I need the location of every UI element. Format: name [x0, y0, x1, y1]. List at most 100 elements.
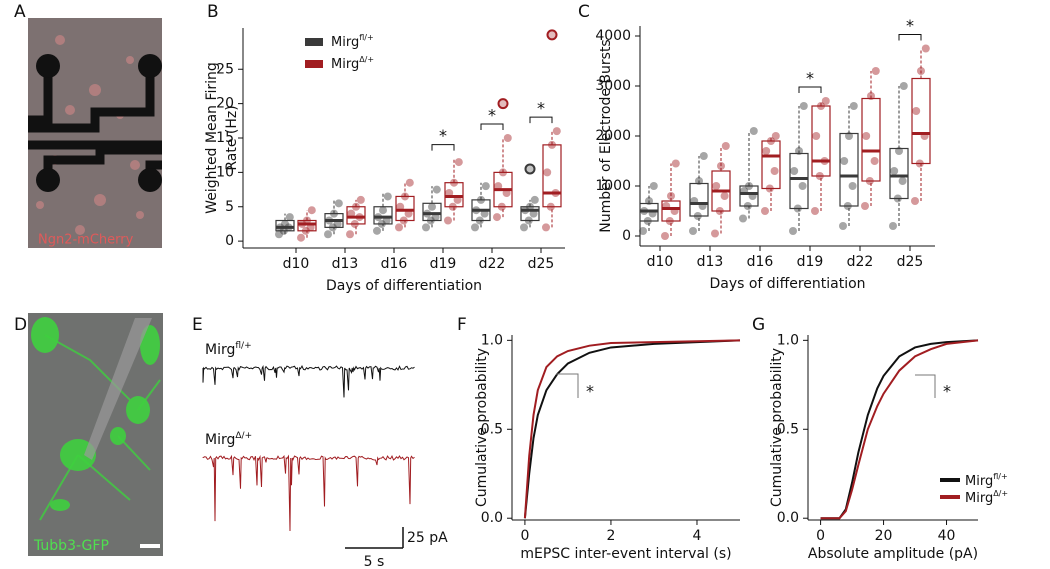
- data-point: [379, 206, 387, 215]
- box: [739, 185, 759, 207]
- cdf-line: [820, 339, 979, 520]
- panel-label: E: [192, 315, 203, 335]
- data-point: [812, 132, 821, 140]
- significance-star: *: [439, 126, 447, 145]
- label-superscript: fl/+: [993, 472, 1007, 481]
- x-axis-title: Days of differentiation: [326, 278, 482, 294]
- data-point: [520, 223, 528, 232]
- trace-label: Mirgfl/+: [205, 341, 252, 359]
- data-point: [334, 199, 343, 208]
- y-tick-label: 0.0: [777, 510, 799, 526]
- y-axis-title: Cumulative probability: [769, 348, 785, 507]
- significance-bracket: [431, 144, 455, 151]
- data-point: [921, 44, 930, 53]
- legend-label: Mirgfl/+: [331, 33, 374, 50]
- data-point: [911, 197, 919, 205]
- significance-star: *: [586, 382, 594, 401]
- outlier: [497, 98, 509, 110]
- x-tick-label: d25: [528, 256, 555, 272]
- data-point: [639, 227, 647, 235]
- significance-star: *: [943, 382, 951, 401]
- data-point: [712, 182, 721, 190]
- label-superscript: Δ/+: [359, 55, 374, 64]
- outlier: [546, 29, 558, 41]
- data-point: [307, 206, 316, 215]
- significance-bracket: [915, 374, 936, 398]
- y-axis-title: Cumulative probability: [474, 348, 490, 507]
- data-point: [667, 192, 675, 200]
- x-tick-label: d22: [479, 256, 506, 272]
- data-point: [871, 67, 880, 75]
- panel-label: B: [207, 2, 219, 22]
- box: [520, 206, 540, 222]
- data-point: [493, 213, 501, 222]
- panel-label: D: [14, 315, 27, 335]
- box: [373, 206, 393, 225]
- y-tick-label: 0.5: [481, 421, 503, 437]
- panel-label: C: [578, 2, 590, 22]
- y-axis-title: Number of Electrode Bursts: [598, 39, 614, 232]
- label-text: Mirg: [205, 342, 235, 358]
- significance-star: *: [906, 16, 914, 35]
- box: [911, 77, 931, 165]
- box: [811, 105, 831, 177]
- box: [889, 147, 909, 200]
- data-point: [285, 213, 294, 222]
- cdf-line: [523, 339, 741, 519]
- x-axis-title: mEPSC inter-event interval (s): [520, 546, 731, 562]
- data-point: [552, 127, 561, 136]
- data-point: [275, 230, 283, 239]
- x-tick-label: d19: [430, 256, 457, 272]
- data-point: [543, 168, 552, 177]
- label-text: Mirg: [965, 491, 993, 506]
- data-point: [917, 67, 925, 75]
- data-point: [530, 195, 539, 204]
- x-tick-label: 0: [520, 528, 529, 544]
- data-point: [771, 132, 780, 140]
- x-tick-label: d22: [847, 254, 874, 270]
- data-point: [811, 207, 819, 215]
- legend-label: MirgΔ/+: [965, 489, 1008, 506]
- x-tick-label: 20: [875, 528, 893, 544]
- box: [689, 182, 709, 217]
- data-point: [454, 158, 463, 167]
- legend-label: MirgΔ/+: [331, 55, 374, 72]
- scale-bar: [345, 527, 404, 549]
- data-point: [432, 185, 441, 194]
- label-text: Mirg: [331, 35, 359, 50]
- data-point: [889, 222, 897, 230]
- y-tick-label: 0: [225, 233, 234, 249]
- data-point: [912, 107, 921, 115]
- label-text: Mirg: [965, 474, 993, 489]
- y-tick-label: 1.0: [481, 332, 503, 348]
- scale-label: 5 s: [364, 554, 385, 569]
- x-tick-label: d16: [747, 254, 774, 270]
- significance-star: *: [488, 106, 496, 125]
- trace-label: MirgΔ/+: [205, 431, 252, 449]
- data-point: [395, 223, 403, 232]
- x-tick-label: d10: [647, 254, 674, 270]
- data-point: [711, 229, 719, 238]
- data-point: [481, 182, 490, 191]
- data-point: [542, 223, 550, 232]
- box: [275, 219, 295, 232]
- data-point: [297, 233, 305, 242]
- data-point: [671, 159, 680, 168]
- cdf-line: [523, 339, 741, 519]
- significance-bracket: [898, 34, 922, 41]
- data-point: [890, 167, 899, 175]
- significance-star: *: [537, 99, 545, 118]
- y-axis-title-line: Number of Electrode Bursts: [598, 39, 614, 232]
- data-point: [503, 134, 512, 142]
- y-axis-title: Weighted Mean Firing Rate (Hz): [204, 62, 240, 214]
- box: [444, 182, 464, 208]
- data-point: [699, 152, 708, 160]
- microscopy-image-d: [28, 313, 163, 556]
- box: [661, 200, 681, 222]
- data-point: [739, 214, 747, 223]
- data-point: [661, 232, 669, 240]
- y-axis-title-line: Weighted Mean Firing: [204, 62, 220, 214]
- label-text: Mirg: [205, 432, 235, 448]
- panel-label: F: [457, 315, 467, 335]
